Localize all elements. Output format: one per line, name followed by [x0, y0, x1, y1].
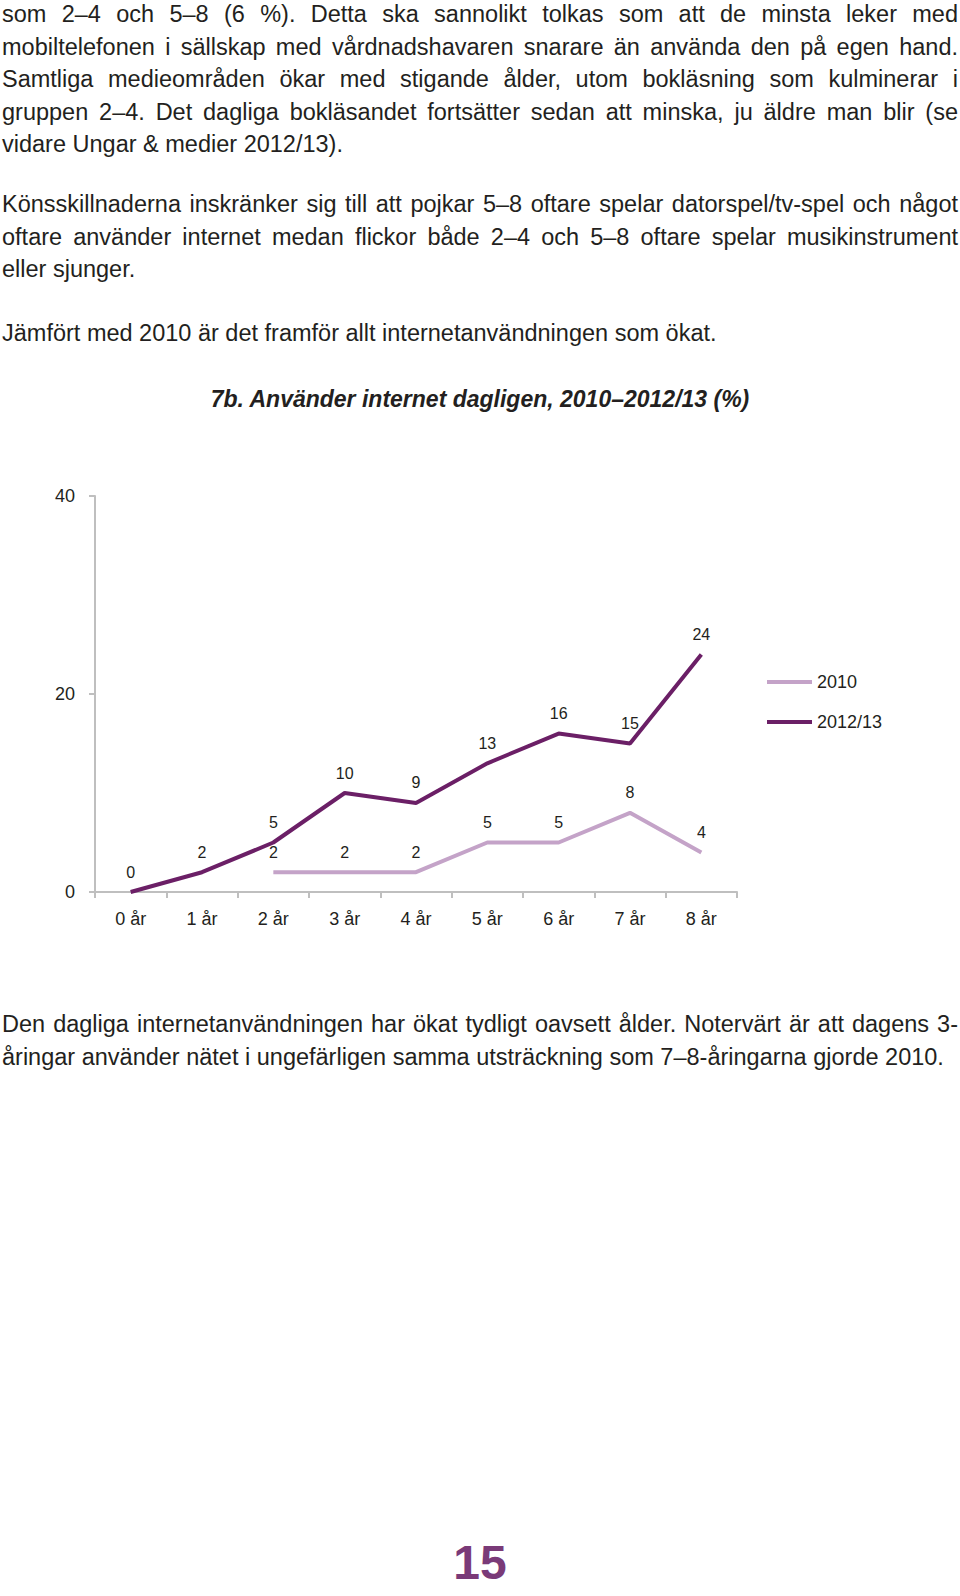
svg-text:2 år: 2 år — [258, 909, 289, 929]
html-text:7b. Använder internet dagligen: 7b. Använder internet dagligen, 2010–201… — [210, 386, 750, 412]
svg-text:7 år: 7 år — [614, 909, 645, 929]
html-text:Den dagliga internetanvändning: Den dagliga internetanvändningen har öka… — [2, 1011, 958, 1070]
svg-text:24: 24 — [692, 626, 710, 643]
html-text:som 2–4 och 5–8 (6 %). Detta s: som 2–4 och 5–8 (6 %). Detta ska sannoli… — [2, 1, 958, 157]
svg-text:15: 15 — [621, 715, 639, 732]
html-text:Jämfört med 2010 är det framfö: Jämfört med 2010 är det framför allt int… — [2, 320, 717, 346]
svg-text:4: 4 — [697, 824, 706, 841]
svg-text:0: 0 — [126, 864, 135, 881]
html-text:15: 15 — [453, 1536, 507, 1589]
svg-text:20: 20 — [55, 684, 75, 704]
svg-text:8 år: 8 år — [686, 909, 717, 929]
svg-text:13: 13 — [478, 735, 496, 752]
svg-text:6 år: 6 år — [543, 909, 574, 929]
svg-text:0: 0 — [65, 882, 75, 902]
svg-text:3 år: 3 år — [329, 909, 360, 929]
svg-text:2: 2 — [412, 844, 421, 861]
svg-text:5: 5 — [269, 814, 278, 831]
svg-text:4 år: 4 år — [400, 909, 431, 929]
svg-text:40: 40 — [55, 486, 75, 506]
svg-text:10: 10 — [336, 765, 354, 782]
svg-text:0 år: 0 år — [115, 909, 146, 929]
svg-text:8: 8 — [626, 784, 635, 801]
svg-text:5: 5 — [554, 814, 563, 831]
svg-text:5: 5 — [483, 814, 492, 831]
svg-text:2012/13: 2012/13 — [817, 712, 882, 732]
svg-text:2010: 2010 — [817, 672, 857, 692]
svg-text:1 år: 1 år — [186, 909, 217, 929]
svg-text:2: 2 — [340, 844, 349, 861]
svg-text:2: 2 — [269, 844, 278, 861]
svg-text:5 år: 5 år — [472, 909, 503, 929]
html-text:Könsskillnaderna inskränker si: Könsskillnaderna inskränker sig till att… — [2, 191, 958, 282]
svg-text:2: 2 — [198, 844, 207, 861]
svg-text:9: 9 — [412, 774, 421, 791]
svg-text:16: 16 — [550, 705, 568, 722]
